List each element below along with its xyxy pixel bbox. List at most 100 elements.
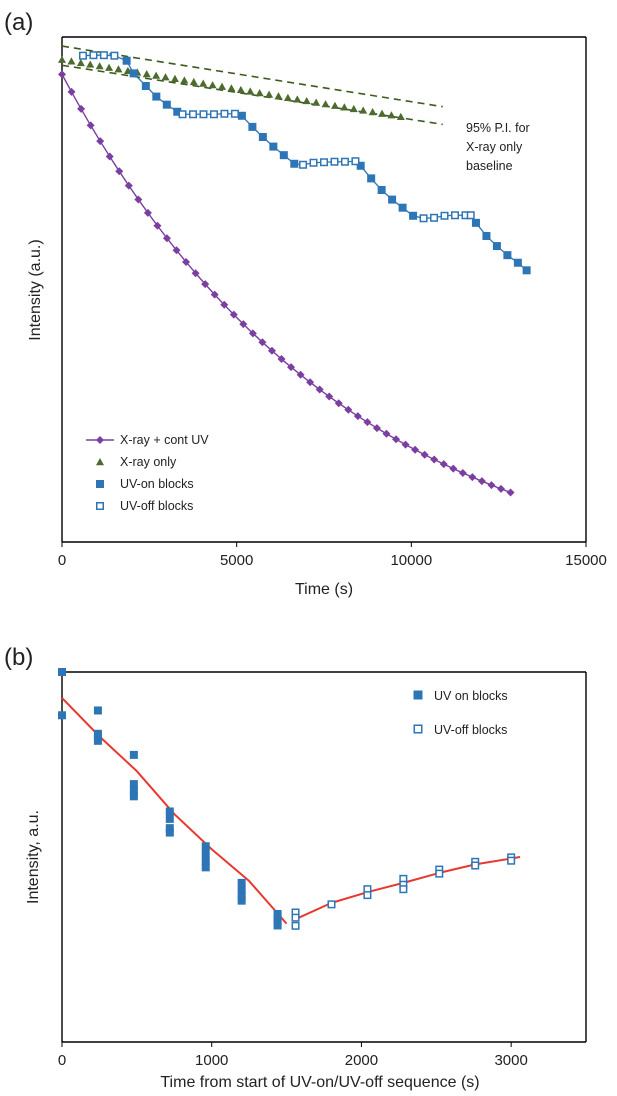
chart-a-uv-on-point — [522, 266, 531, 275]
chart-a-xray-cont-uv-point — [487, 481, 496, 490]
chart-a-xray-only-point — [312, 98, 321, 106]
legend-label-b-uv-on: UV on blocks — [434, 689, 508, 703]
chart-a-uv-on-point — [356, 161, 365, 170]
chart-a-xray-cont-uv-point — [134, 195, 143, 204]
chart-a-uv-off-point — [220, 109, 229, 118]
chart-a-xray-only-point — [114, 65, 123, 73]
chart-a-xray-only-point — [349, 104, 358, 113]
chart-b-uv-on-point — [165, 807, 174, 816]
chart-a-ylabel: Intensity (a.u.) — [27, 239, 44, 340]
chart-a-uv-off-point — [209, 110, 218, 119]
chart-a-xray-cont-uv-point — [325, 392, 334, 401]
chart-b-uv-off-point — [291, 921, 300, 930]
chart-a-xray-cont-uv-point — [420, 450, 429, 459]
chart-a-uv-off-point — [89, 51, 98, 60]
chart-b-uv-on-point — [129, 786, 138, 795]
chart-a-xray-only-point — [368, 108, 377, 116]
chart-a-xray-cont-uv-point — [229, 310, 238, 319]
chart-a-xray-cont-uv-point — [392, 435, 401, 444]
chart-a-uv-on-point — [377, 186, 386, 195]
chart-a-uv-on-point — [162, 100, 171, 109]
chart-b-uv-off-point — [471, 861, 480, 870]
chart-a-xray-cont-uv-point — [296, 370, 305, 379]
chart-a-xray-cont-uv-point — [258, 338, 267, 347]
chart-a-uv-on-point — [367, 174, 376, 183]
legend-marker-uv-off — [96, 502, 104, 510]
chart-a-xray-cont-uv-point — [115, 167, 124, 176]
chart-a-xray-cont-uv-point — [277, 355, 286, 364]
chart-a-xray-cont-uv-point — [401, 440, 410, 449]
chart-a-xray-only-point — [152, 71, 161, 79]
chart-a-uv-on-point — [409, 211, 418, 220]
chart-a-uv-on-point — [173, 107, 182, 116]
chart-b-xtick-label: 3000 — [494, 1052, 527, 1069]
chart-b-uv-on-point — [165, 814, 174, 823]
chart-a-xray-only-point — [387, 111, 396, 119]
chart-a-xray-cont-uv-point — [67, 87, 76, 96]
chart-a-xray-only-point — [170, 74, 179, 82]
chart-a-uv-on-point — [398, 203, 407, 212]
chart-a-xray-cont-uv-point — [449, 464, 458, 473]
chart-a-xray-cont-uv-point — [315, 385, 324, 394]
chart-b-xtick-label: 1000 — [195, 1052, 228, 1069]
chart-b-uv-on-point — [58, 668, 66, 676]
chart-a-uv-off-point — [78, 51, 87, 60]
chart-a-xray-cont-uv-point — [334, 399, 343, 408]
chart-a-xray-only-point — [208, 81, 217, 89]
chart-a-uv-on-point — [141, 81, 150, 90]
chart-a-xray-only-point — [180, 76, 189, 84]
chart-a-xray-cont-uv-point — [182, 257, 191, 266]
chart-a-xray-cont-uv-point — [239, 320, 248, 329]
chart-a-xray-cont-uv-point — [143, 208, 152, 217]
chart-b-uv-on-point — [129, 750, 138, 759]
chart-a-uv-off-point — [178, 110, 187, 119]
chart-a-xray-cont-uv-point — [411, 445, 420, 454]
chart-a-uv-on-point — [503, 251, 512, 260]
chart-a-uv-on-point — [269, 142, 278, 151]
chart-a-xray-cont-uv-point — [210, 290, 219, 299]
chart-a-xray-cont-uv-point — [248, 329, 257, 338]
chart-a-xray-only-point — [283, 93, 292, 101]
chart-b-uv-off-point — [363, 891, 372, 900]
chart-a-uv-off-point — [430, 213, 439, 222]
chart-a-xray-cont-uv-point — [458, 468, 467, 477]
chart-a-xray-only-point — [330, 101, 339, 109]
chart-b-uv-off-point — [435, 869, 444, 878]
chart-a-xray-only-point — [359, 106, 368, 114]
legend-marker-uv-on — [96, 480, 104, 488]
chart-a-xray-only-point — [76, 58, 85, 67]
chart-a-uv-off-point — [466, 211, 475, 220]
chart-a-uv-on-point — [388, 195, 397, 204]
chart-a-uv-on-point — [258, 132, 267, 141]
chart-a-uv-off-point — [189, 110, 197, 119]
chart-a-xray-cont-uv-point — [353, 412, 362, 421]
chart-a-uv-on-point — [482, 231, 491, 240]
chart-a-xray-cont-uv-point — [382, 429, 391, 438]
chart-b-xtick-label: 0 — [58, 1052, 66, 1069]
panel-b-label: (b) — [4, 644, 33, 671]
chart-a-xray-cont-uv-point — [162, 234, 171, 243]
chart-a-xray-only-point — [293, 95, 302, 103]
chart-a-xray-only-point — [321, 100, 330, 108]
chart-a-xray-only-point — [246, 87, 255, 95]
chart-a-xray-cont-uv-point — [96, 137, 105, 146]
chart-b-uv-off-point — [291, 913, 300, 922]
chart-b-uv-on-point — [165, 824, 174, 833]
chart-a-xtick-label: 0 — [58, 552, 66, 569]
chart-a-uv-off-point — [110, 51, 119, 60]
chart-b-uv-on-point — [129, 792, 138, 801]
chart-a-legend: X-ray + cont UV X-ray only UV-on blocks UV-… — [86, 433, 209, 513]
chart-a-xray-only-point — [86, 60, 95, 68]
chart-b-uv-on-point — [237, 892, 246, 901]
chart-b-uv-on-point — [58, 711, 66, 720]
chart-a-xray-only-point — [105, 63, 114, 71]
chart-a-xray-only-point — [161, 73, 170, 81]
chart-a-xray-cont-uv-point — [86, 121, 95, 130]
chart-b-uv-on-point — [129, 780, 138, 789]
chart-a-uv-on-point — [248, 122, 257, 131]
chart-a-xray-cont-uv-point — [267, 346, 276, 355]
chart-a-uv-off-point — [451, 211, 459, 220]
chart-a-uv-off-point — [99, 51, 108, 60]
chart-b-uv-on-point — [237, 886, 246, 895]
chart-b-uv-on-point — [201, 849, 210, 858]
